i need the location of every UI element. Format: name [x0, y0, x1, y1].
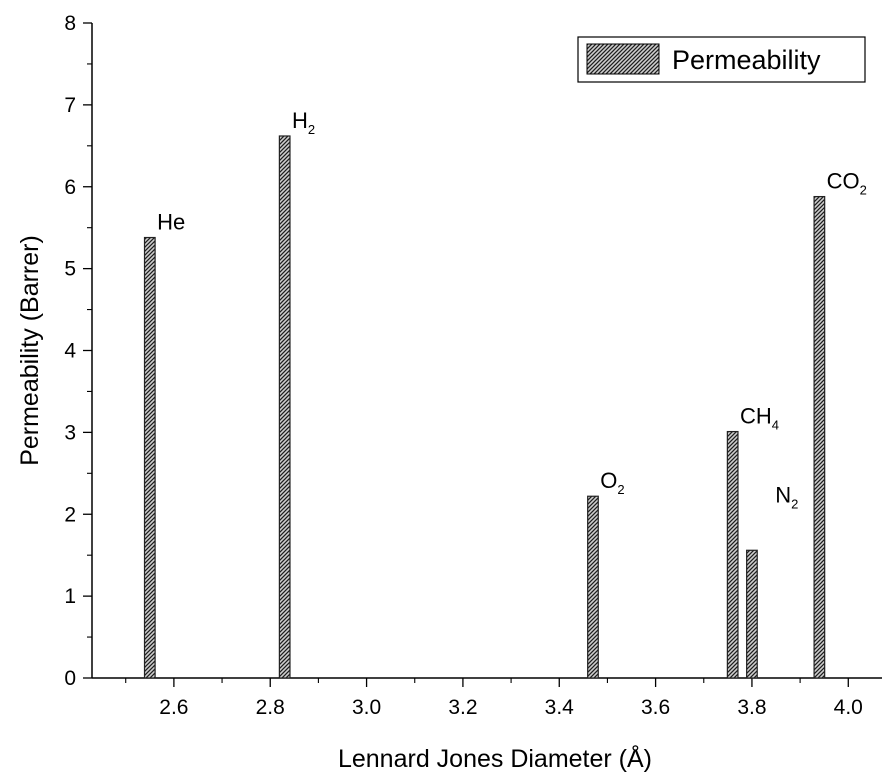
x-tick-label: 3.6: [641, 696, 670, 719]
legend-label: Permeability: [672, 45, 821, 75]
x-tick-label: 3.4: [545, 696, 575, 719]
legend: Permeability: [578, 37, 865, 82]
x-tick-label: 3.2: [448, 696, 477, 719]
bar-label: CO2: [827, 169, 867, 198]
y-tick-label: 1: [64, 585, 76, 608]
y-axis: 0 1 2 3 4 5 6 7 8: [64, 12, 92, 690]
x-tick-label: 4.0: [834, 696, 863, 719]
y-tick-label: 4: [64, 340, 76, 363]
bar: [727, 432, 738, 678]
y-axis-title: Permeability (Barrer): [16, 235, 44, 466]
x-axis-title: Lennard Jones Diameter (Å): [338, 743, 652, 773]
y-tick-label: 8: [64, 12, 76, 35]
bar: [747, 550, 758, 678]
y-tick-label: 0: [64, 667, 76, 690]
y-tick-label: 3: [64, 421, 76, 444]
y-tick-label: 6: [64, 176, 76, 199]
bar-label: CH4: [740, 404, 779, 433]
x-tick-label: 3.8: [737, 696, 766, 719]
bar-label: He: [157, 210, 185, 235]
x-axis: 2.6 2.8 3.0 3.2 3.4 3.6 3.8 4.0: [126, 678, 863, 719]
bar-label: O2: [600, 468, 624, 497]
bar: [588, 496, 599, 678]
bars: [145, 136, 825, 678]
x-tick-label: 2.8: [256, 696, 285, 719]
y-tick-label: 2: [64, 503, 76, 526]
x-tick-label: 2.6: [159, 696, 188, 719]
bar: [814, 197, 825, 678]
bar-label: H2: [292, 108, 315, 137]
legend-swatch: [587, 44, 659, 74]
bar-label: N2: [775, 482, 798, 511]
plot-frame: [92, 23, 882, 678]
y-tick-label: 5: [64, 258, 76, 281]
y-tick-label: 7: [64, 94, 76, 117]
x-tick-label: 3.0: [352, 696, 381, 719]
bar: [145, 238, 156, 678]
bar-labels: He H2 O2 CH4 N2 CO2: [157, 108, 867, 511]
bar: [279, 136, 290, 678]
